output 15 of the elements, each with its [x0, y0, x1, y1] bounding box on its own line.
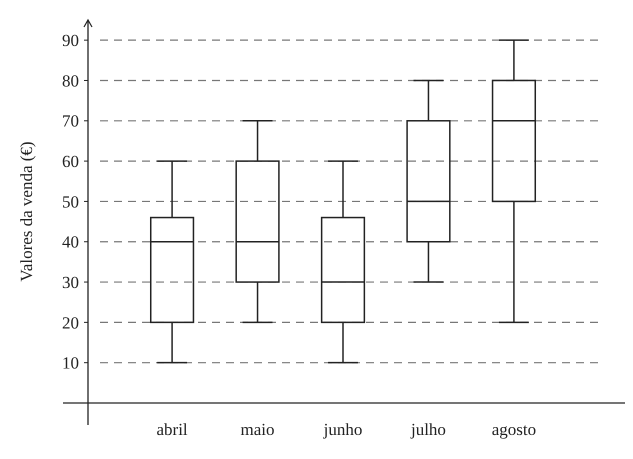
y-tick-label: 30	[62, 273, 79, 292]
y-tick-label: 90	[62, 31, 79, 50]
y-axis-title: Valores da venda (€)	[17, 141, 36, 282]
x-tick-label: maio	[240, 420, 275, 439]
x-tick-label: agosto	[492, 420, 536, 439]
x-tick-label: junho	[322, 420, 362, 439]
y-tick-label: 70	[62, 112, 79, 131]
y-tick-label: 50	[62, 192, 79, 212]
y-tick-label: 80	[62, 71, 79, 90]
y-tick-label: 20	[62, 313, 79, 332]
x-tick-label: abril	[156, 420, 188, 439]
y-tick-label: 60	[62, 152, 79, 172]
y-tick-label: 10	[62, 354, 79, 373]
x-tick-label: julho	[410, 420, 446, 439]
y-tick-label: 40	[62, 232, 79, 252]
